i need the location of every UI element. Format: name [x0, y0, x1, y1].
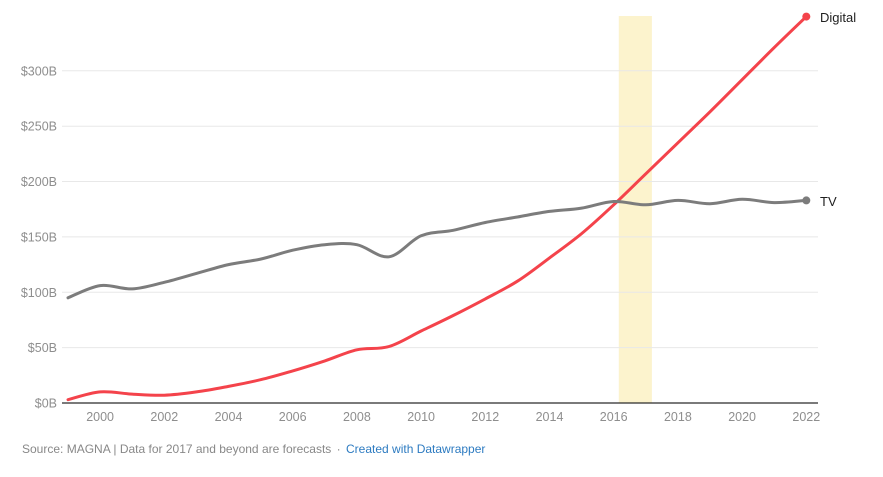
footer-separator: ·	[336, 442, 341, 456]
x-tick-label: 2008	[343, 410, 371, 424]
end-dot-tv	[802, 196, 811, 205]
datawrapper-attribution-link[interactable]: Created with Datawrapper	[346, 442, 486, 456]
x-tick-label: 2016	[600, 410, 628, 424]
y-tick-label: $100B	[21, 286, 57, 300]
y-tick-label: $50B	[28, 341, 57, 355]
x-tick-label: 2002	[150, 410, 178, 424]
series-label-digital: Digital	[820, 10, 857, 25]
x-tick-label: 2018	[664, 410, 692, 424]
x-tick-label: 2010	[407, 410, 435, 424]
series-label-tv: TV	[820, 194, 837, 209]
ad-spend-line-chart: $0B $50B $100B $150B $200B $250B $300B 2000 2002…	[21, 10, 857, 424]
y-tick-label: $300B	[21, 64, 57, 78]
source-label: Source:	[22, 442, 64, 456]
y-tick-label: $200B	[21, 175, 57, 189]
source-text: MAGNA | Data for 2017 and beyond are for…	[66, 442, 332, 456]
y-tick-label: $0B	[35, 397, 57, 411]
x-tick-label: 2022	[792, 410, 820, 424]
end-dot-digital	[802, 12, 811, 21]
series-line-digital	[66, 15, 808, 402]
y-tick-label: $250B	[21, 120, 57, 134]
x-tick-label: 2000	[86, 410, 114, 424]
highlight-band	[618, 16, 652, 403]
x-tick-label: 2006	[279, 410, 307, 424]
x-tick-label: 2014	[536, 410, 564, 424]
x-tick-label: 2012	[471, 410, 499, 424]
line-chart-svg: $0B $50B $100B $150B $200B $250B $300B 2000 2002…	[21, 12, 820, 424]
y-tick-label: $150B	[21, 230, 57, 244]
x-tick-label: 2020	[728, 410, 756, 424]
chart-footer: Source: MAGNA | Data for 2017 and beyond…	[22, 442, 485, 456]
series-line-tv	[66, 197, 808, 300]
x-tick-label: 2004	[215, 410, 243, 424]
